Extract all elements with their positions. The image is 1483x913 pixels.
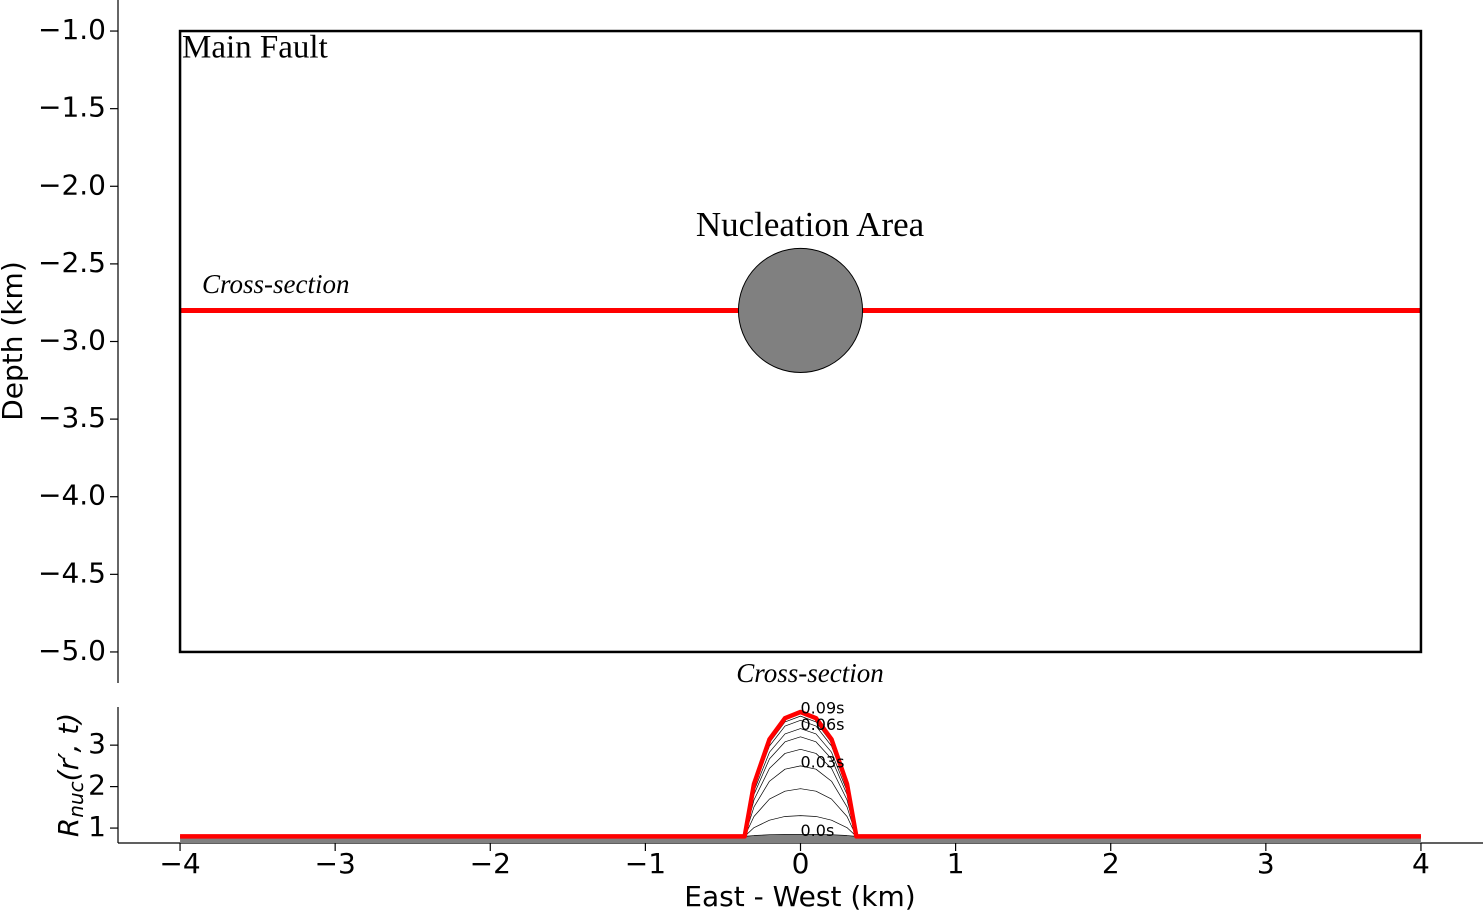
x-tick-label: 4 [1412,847,1430,880]
series-line [180,709,1421,839]
nucleation-label: Nucleation Area [696,205,925,244]
y-axis-label: Depth (km) [0,261,29,421]
y-tick-label: −3.0 [38,324,106,357]
x-tick-label: −2 [470,847,511,880]
x-tick-label: −3 [315,847,356,880]
y-tick-label: −1.5 [38,91,106,124]
y-tick-label: −3.5 [38,401,106,434]
x-tick-label: 1 [947,847,965,880]
y-tick-label: −4.0 [38,479,106,512]
x-tick-label: 2 [1102,847,1120,880]
nucleation-area [737,247,864,374]
time-label: 0.0s [801,821,835,840]
series-line [180,815,1421,837]
y-tick-label: −2.5 [38,246,106,279]
y-tick-label: −1.0 [38,13,106,46]
time-label: 0.03s [801,752,845,771]
x-tick-label: 3 [1257,847,1275,880]
y-label-sub: nuc [64,781,88,817]
x-tick-label: −4 [159,847,200,880]
y-axis-label: Rnuc(r′, t) [52,713,88,837]
time-label: 0.09s [801,698,845,717]
y-tick-label: −2.0 [38,168,106,201]
x-tick-label: 0 [792,847,810,880]
series-line [180,788,1421,837]
series-line [180,765,1421,837]
fault-label: Main Fault [182,30,328,66]
y-tick-label: 1 [88,810,106,843]
series-line [180,833,1421,837]
cross-section-label: Cross-section [202,269,350,299]
y-tick-label: 3 [88,727,106,760]
y-tick-label: −4.5 [38,556,106,589]
series-line [180,719,1421,837]
series-line [180,715,1421,837]
y-tick-label: −5.0 [38,634,106,667]
x-axis-label: East - West (km) [684,880,915,913]
time-label: 0.06s [801,715,845,734]
x-tick-label: −1 [625,847,666,880]
fault-outline [178,29,1423,654]
panel-title: Cross-section [736,658,884,688]
y-label-base: R [52,818,85,837]
y-tick-label: 2 [88,769,106,802]
y-label-rest: (r′, t) [52,713,85,782]
